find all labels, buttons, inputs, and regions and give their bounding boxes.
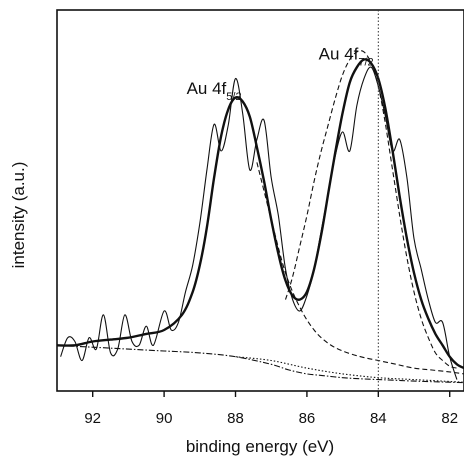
fit-component-line [284,50,458,369]
fit-envelope-line [56,58,464,370]
x-axis-label: binding energy (eV) [186,437,334,456]
background-line [56,344,464,384]
peak-annotations: Au 4f5/2 Au 4f7/2 [187,45,374,103]
x-tick-label: 84 [370,410,387,427]
x-tick-label: 88 [227,410,244,427]
plot-frame [56,9,464,392]
x-tick-label: 90 [156,410,173,427]
y-axis-label: intensity (a.u.) [9,162,28,269]
x-tick-label: 86 [299,410,316,427]
x-ticks: 92 90 88 86 84 82 [84,391,458,427]
x-tick-label: 92 [84,410,101,427]
x-tick-label: 82 [441,410,458,427]
background-dotted-line [235,356,464,383]
fit-component-line [256,162,464,375]
series-layer [56,50,464,384]
peak-label: Au 4f7/2 [319,45,374,69]
peak-label: Au 4f5/2 [187,79,242,103]
raw-spectrum-line [60,66,458,380]
